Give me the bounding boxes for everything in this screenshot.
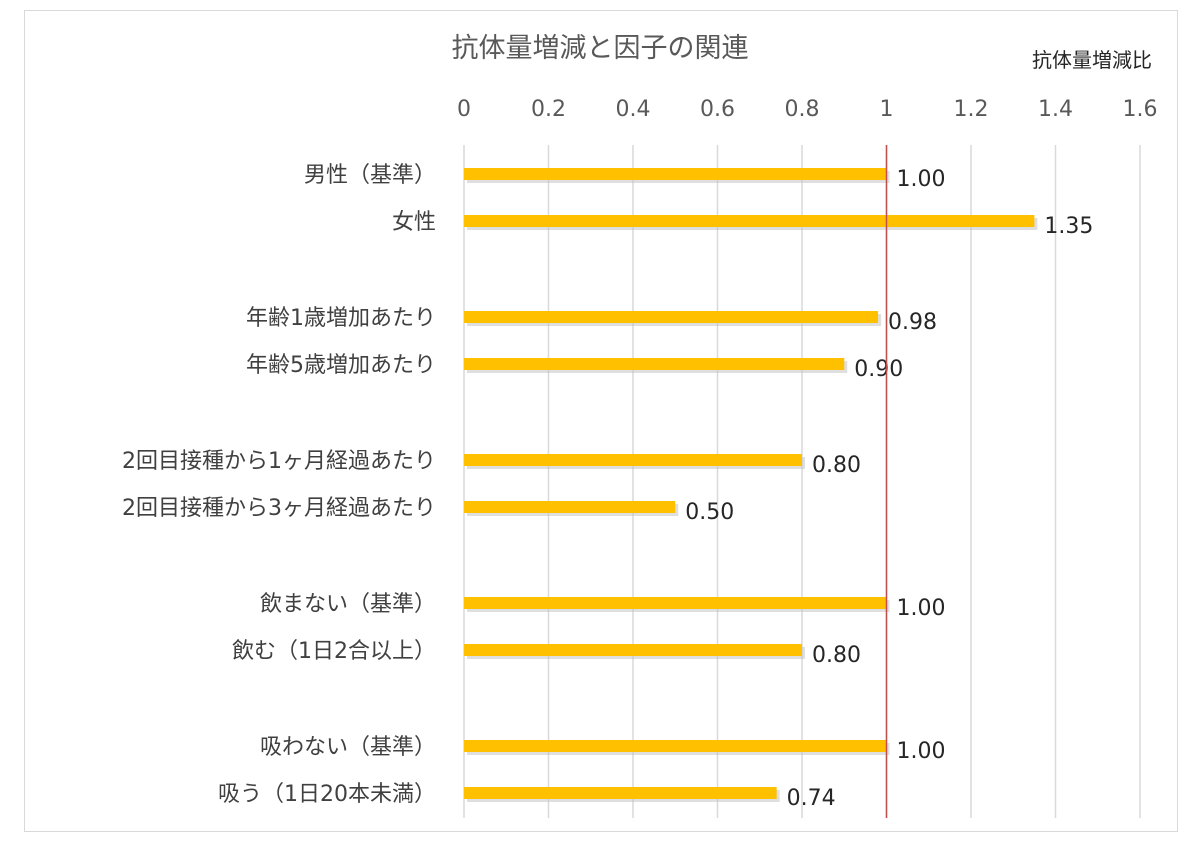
chart-frame xyxy=(24,10,1178,832)
x-tick-label: 1.6 xyxy=(1123,97,1158,122)
bar xyxy=(464,740,887,752)
data-label: 0.74 xyxy=(787,786,836,811)
category-label: 飲む（1日2合以上） xyxy=(232,639,436,664)
bar xyxy=(464,215,1035,227)
data-label: 0.80 xyxy=(812,453,861,478)
bars xyxy=(464,168,1038,802)
data-label: 0.80 xyxy=(812,643,861,668)
bar xyxy=(464,454,802,466)
x-tick-label: 0 xyxy=(457,97,471,122)
category-label: 飲まない（基準） xyxy=(260,592,436,617)
category-label: 吸わない（基準） xyxy=(260,735,436,760)
data-label: 1.35 xyxy=(1044,214,1093,239)
bar xyxy=(464,358,845,370)
bar xyxy=(464,787,777,799)
data-labels: 1.00 1.35 0.98 0.90 0.80 0.50 1.00 0.80 1.00 0.74 xyxy=(685,167,1093,811)
x-tick-label: 1 xyxy=(880,97,894,122)
x-tick-label: 0.2 xyxy=(531,97,566,122)
bar xyxy=(464,501,676,513)
x-axis-ticks: 0 0.2 0.4 0.6 0.8 1 1.2 1.4 1.6 xyxy=(457,97,1158,122)
chart-title: 抗体量増減と因子の関連 xyxy=(451,33,749,64)
category-label: 年齢1歳増加あたり xyxy=(246,306,436,331)
category-label: 男性（基準） xyxy=(304,163,436,188)
category-label: 2回目接種から1ヶ月経過あたり xyxy=(122,449,436,474)
gridlines xyxy=(463,145,1141,818)
unit-label: 抗体量増減比 xyxy=(1032,48,1152,72)
data-label: 0.90 xyxy=(854,357,903,382)
x-tick-label: 0.8 xyxy=(785,97,820,122)
data-label: 0.50 xyxy=(685,500,734,525)
x-tick-label: 1.2 xyxy=(954,97,989,122)
x-tick-label: 0.6 xyxy=(700,97,735,122)
bar xyxy=(464,168,887,180)
x-tick-label: 0.4 xyxy=(616,97,651,122)
bar xyxy=(464,597,887,609)
bar xyxy=(464,311,879,323)
category-label: 吸う（1日20本未満） xyxy=(218,782,436,807)
category-label: 女性 xyxy=(392,210,436,235)
bar xyxy=(464,644,802,656)
data-label: 1.00 xyxy=(897,167,946,192)
data-label: 1.00 xyxy=(897,596,946,621)
x-tick-label: 1.4 xyxy=(1038,97,1073,122)
category-label: 2回目接種から3ヶ月経過あたり xyxy=(122,496,436,521)
data-label: 0.98 xyxy=(888,310,937,335)
category-label: 年齢5歳増加あたり xyxy=(246,353,436,378)
data-label: 1.00 xyxy=(897,739,946,764)
